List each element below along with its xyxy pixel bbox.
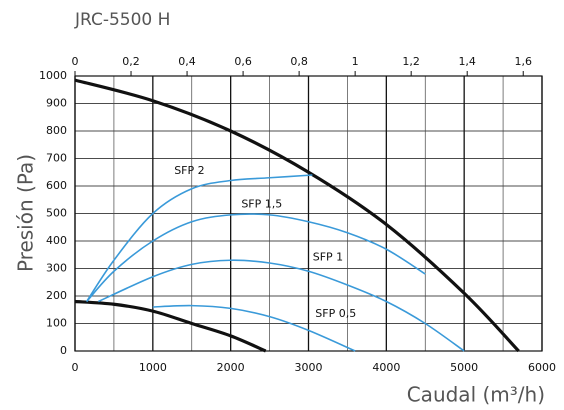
- x-axis-label: Caudal (m³/h): [407, 383, 545, 407]
- curve: [74, 78, 520, 353]
- x2-tick-label: 0,6: [234, 55, 252, 68]
- y-tick-label: 200: [46, 289, 67, 302]
- curve: [152, 304, 356, 352]
- y-tick-label: 500: [46, 207, 67, 220]
- curve-label: SFP 0,5: [315, 307, 356, 320]
- plot-frame: [74, 75, 543, 352]
- y-tick-label: 300: [46, 262, 67, 275]
- curve: [86, 174, 313, 302]
- curve-label: SFP 1,5: [241, 198, 282, 211]
- y-tick-label: 600: [46, 179, 67, 192]
- y-tick-label: 1000: [39, 69, 67, 82]
- curve: [86, 213, 426, 303]
- y-tick-label: 0: [60, 344, 67, 357]
- curve-label: SFP 1: [313, 251, 343, 264]
- x-tick-label: 4000: [372, 361, 400, 374]
- x-tick-label: 0: [72, 361, 79, 374]
- curve: [98, 259, 465, 352]
- x-tick-label: 1000: [139, 361, 167, 374]
- x2-tick-label: 1: [352, 55, 359, 68]
- x-tick-label: 5000: [450, 361, 478, 374]
- y-tick-label: 900: [46, 97, 67, 110]
- y-tick-label: 800: [46, 124, 67, 137]
- curve: [74, 299, 267, 353]
- x2-tick-label: 0,4: [178, 55, 196, 68]
- x2-tick-label: 0,8: [290, 55, 308, 68]
- y-tick-label: 700: [46, 152, 67, 165]
- x2-tick-label: 1,4: [458, 55, 476, 68]
- x-tick-label: 3000: [295, 361, 323, 374]
- x-tick-label: 2000: [217, 361, 245, 374]
- curve-label: SFP 2: [174, 164, 204, 177]
- y-axis-label: Presión (Pa): [14, 154, 38, 272]
- y-tick-label: 400: [46, 234, 67, 247]
- x2-tick-label: 0,2: [122, 55, 140, 68]
- y-tick-label: 100: [46, 317, 67, 330]
- chart-title: JRC-5500 H: [74, 10, 170, 30]
- x-tick-label: 6000: [528, 361, 556, 374]
- x2-tick-label: 1,6: [514, 55, 532, 68]
- x2-tick-label: 0: [72, 55, 79, 68]
- x2-tick-label: 1,2: [402, 55, 420, 68]
